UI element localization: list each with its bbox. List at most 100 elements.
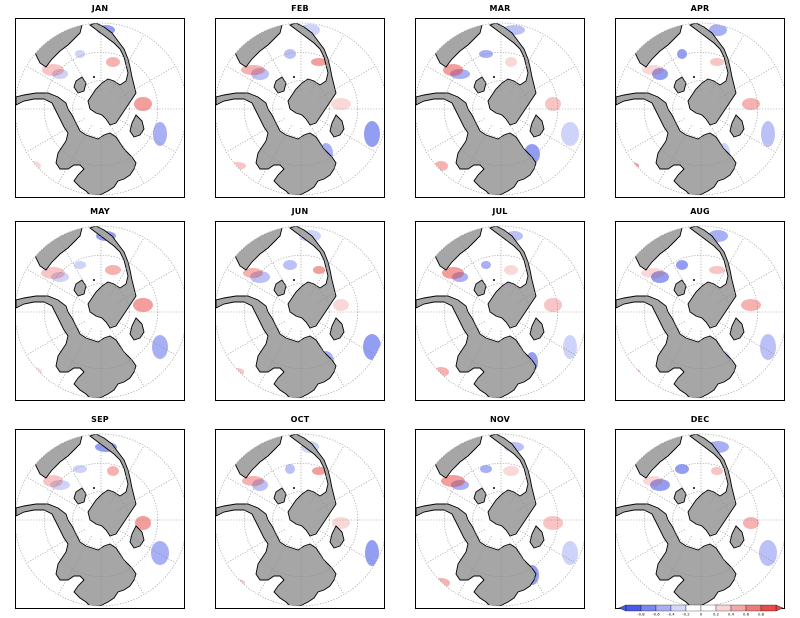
land-mass (616, 295, 737, 398)
negative-anomaly (479, 50, 493, 58)
land-mass (16, 92, 137, 195)
latitude-circle (416, 433, 584, 607)
panel-mar: MAR (415, 4, 585, 198)
map-frame (415, 221, 585, 401)
negative-anomaly (676, 260, 688, 270)
panel-oct: OCT (215, 415, 385, 609)
land-mass (729, 317, 745, 341)
negative-anomaly (652, 68, 668, 80)
latitude-circle (643, 462, 759, 578)
pole-marker (293, 487, 295, 489)
polar-map (616, 433, 784, 607)
positive-anomaly (25, 161, 41, 171)
land-mass (129, 114, 145, 138)
pole-marker (293, 279, 295, 281)
positive-anomaly (710, 58, 724, 66)
polar-map (16, 225, 184, 399)
land-mass (329, 525, 345, 549)
latitude-circle (43, 462, 159, 578)
negative-anomaly (250, 271, 270, 283)
map-layer (16, 226, 168, 398)
positive-anomaly (313, 266, 325, 274)
polar-map (216, 433, 384, 607)
map-layer (16, 434, 169, 606)
panel-title: OCT (290, 415, 310, 424)
land-mass (729, 114, 745, 138)
positive-anomaly (741, 299, 761, 311)
negative-anomaly (251, 68, 269, 80)
land-mass (529, 114, 545, 138)
colorbar-tick-label: 0.6 (743, 612, 750, 617)
land-mass (473, 279, 487, 297)
negative-anomaly (651, 271, 669, 283)
pole-marker (93, 76, 95, 78)
land-mass (616, 503, 737, 606)
positive-anomaly (242, 476, 264, 486)
pole-marker (493, 76, 495, 78)
positive-anomaly (42, 64, 64, 76)
pole-marker (693, 279, 695, 281)
land-mass (433, 434, 483, 479)
positive-anomaly (243, 268, 263, 278)
panel-title: JUL (492, 207, 508, 216)
latitude-circle (16, 22, 184, 196)
land-mass (529, 525, 545, 549)
positive-anomaly (641, 268, 665, 278)
negative-anomaly (760, 334, 776, 360)
polar-map (616, 22, 784, 196)
meridian-line (117, 321, 176, 356)
land-mass (416, 92, 537, 195)
positive-anomaly (711, 467, 723, 475)
land-mass (16, 295, 137, 398)
positive-anomaly (331, 98, 351, 110)
positive-anomaly (504, 265, 518, 275)
map-layer (416, 434, 578, 606)
negative-anomaly (153, 122, 167, 146)
land-mass (273, 487, 287, 505)
land-mass (233, 226, 283, 271)
land-mass (216, 92, 337, 195)
panel-title: AUG (690, 207, 710, 216)
pole-marker (493, 487, 495, 489)
land-mass (729, 525, 745, 549)
polar-map (416, 433, 584, 607)
latitude-circle (216, 433, 384, 607)
panel-dec: DEC (615, 415, 785, 609)
panel-may: MAY (15, 207, 185, 401)
land-mass (287, 434, 337, 537)
land-mass (487, 434, 537, 537)
panel-title: JUN (291, 207, 309, 216)
pole-marker (693, 76, 695, 78)
land-mass (87, 226, 137, 329)
land-mass (287, 226, 337, 329)
map-frame (215, 429, 385, 609)
positive-anomaly (505, 57, 517, 67)
negative-anomaly (52, 69, 68, 79)
land-mass (616, 92, 737, 195)
negative-anomaly (675, 464, 689, 474)
panel-jun: JUN (215, 207, 385, 401)
pole-marker (93, 487, 95, 489)
map-frame (215, 221, 385, 401)
map-layer (216, 226, 381, 398)
negative-anomaly (761, 121, 775, 147)
negative-anomaly (563, 335, 577, 359)
map-layer (616, 434, 777, 606)
land-mass (633, 23, 683, 68)
positive-anomaly (743, 517, 759, 529)
panel-title: DEC (690, 415, 710, 424)
land-mass (233, 434, 283, 479)
positive-anomaly (105, 265, 121, 275)
negative-anomaly (650, 479, 670, 491)
land-mass (487, 226, 537, 329)
positive-anomaly (503, 466, 519, 476)
land-mass (129, 525, 145, 549)
negative-anomaly (759, 540, 777, 566)
positive-anomaly (333, 299, 349, 311)
land-mass (287, 23, 337, 126)
land-mass (16, 503, 137, 606)
land-mass (73, 76, 87, 94)
positive-anomaly (545, 97, 561, 111)
land-mass (73, 487, 87, 505)
polar-map (216, 22, 384, 196)
